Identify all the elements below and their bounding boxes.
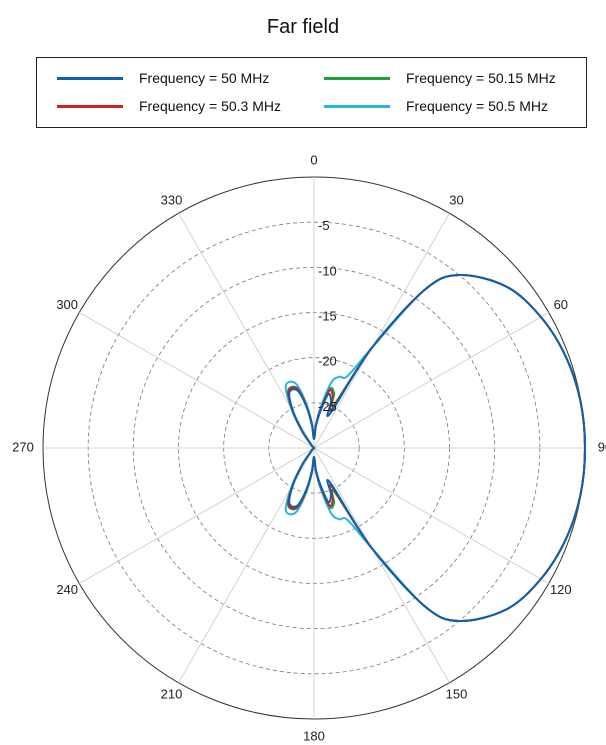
radial-tick-label-m10: -10 xyxy=(318,263,337,278)
chart-legend: Frequency = 50 MHz Frequency = 50.15 MHz… xyxy=(36,57,587,128)
angular-tick-label-240: 240 xyxy=(56,582,78,597)
angular-tick-label-120: 120 xyxy=(550,582,572,597)
angular-tick-label-0: 0 xyxy=(310,152,317,167)
legend-swatch-50-3mhz xyxy=(57,104,123,108)
radial-tick-label-m25: -25 xyxy=(318,399,337,414)
legend-swatch-50mhz xyxy=(57,76,123,80)
series-layer xyxy=(284,273,586,623)
angular-tick-label-180: 180 xyxy=(303,728,325,743)
angular-tick-label-300: 300 xyxy=(56,297,78,312)
legend-entry-50-15mhz: Frequency = 50.15 MHz xyxy=(324,68,556,88)
legend-label-50-5mhz: Frequency = 50.5 MHz xyxy=(406,98,549,114)
radial-tick-label-m5: -5 xyxy=(318,218,330,233)
polar-spoke-30 xyxy=(313,213,450,449)
radial-tick-label-m15: -15 xyxy=(318,309,337,324)
angular-tick-label-150: 150 xyxy=(446,686,468,701)
legend-label-50-15mhz: Frequency = 50.15 MHz xyxy=(406,70,556,86)
angular-tick-label-30: 30 xyxy=(449,193,463,208)
polar-spoke-60 xyxy=(313,312,549,449)
angular-tick-label-90: 90 xyxy=(598,439,606,454)
legend-entry-50-5mhz: Frequency = 50.5 MHz xyxy=(324,96,548,116)
polar-spoke-240 xyxy=(79,447,315,584)
polar-grid xyxy=(42,176,586,720)
legend-label-50-3mhz: Frequency = 50.3 MHz xyxy=(139,98,282,114)
legend-entry-50-3mhz: Frequency = 50.3 MHz xyxy=(57,96,281,116)
legend-label-50mhz: Frequency = 50 MHz xyxy=(139,70,270,86)
polar-spoke-120 xyxy=(313,447,549,584)
legend-swatch-50-15mhz xyxy=(324,76,390,80)
series-50mhz xyxy=(288,273,586,623)
axis-labels: 0 30 60 90 120 150 180 210 240 270 300 330 -5 -10 -15 -… xyxy=(12,152,606,743)
angular-tick-label-210: 210 xyxy=(161,686,183,701)
angular-tick-label-270: 270 xyxy=(12,439,34,454)
polar-spoke-300 xyxy=(79,312,315,449)
polar-spoke-150 xyxy=(313,447,450,683)
radial-tick-label-m20: -20 xyxy=(318,354,337,369)
legend-entry-50mhz: Frequency = 50 MHz xyxy=(57,68,269,88)
angular-tick-label-60: 60 xyxy=(554,297,568,312)
legend-swatch-50-5mhz xyxy=(324,104,390,108)
angular-tick-label-330: 330 xyxy=(161,193,183,208)
chart-title: Far field xyxy=(266,16,340,38)
